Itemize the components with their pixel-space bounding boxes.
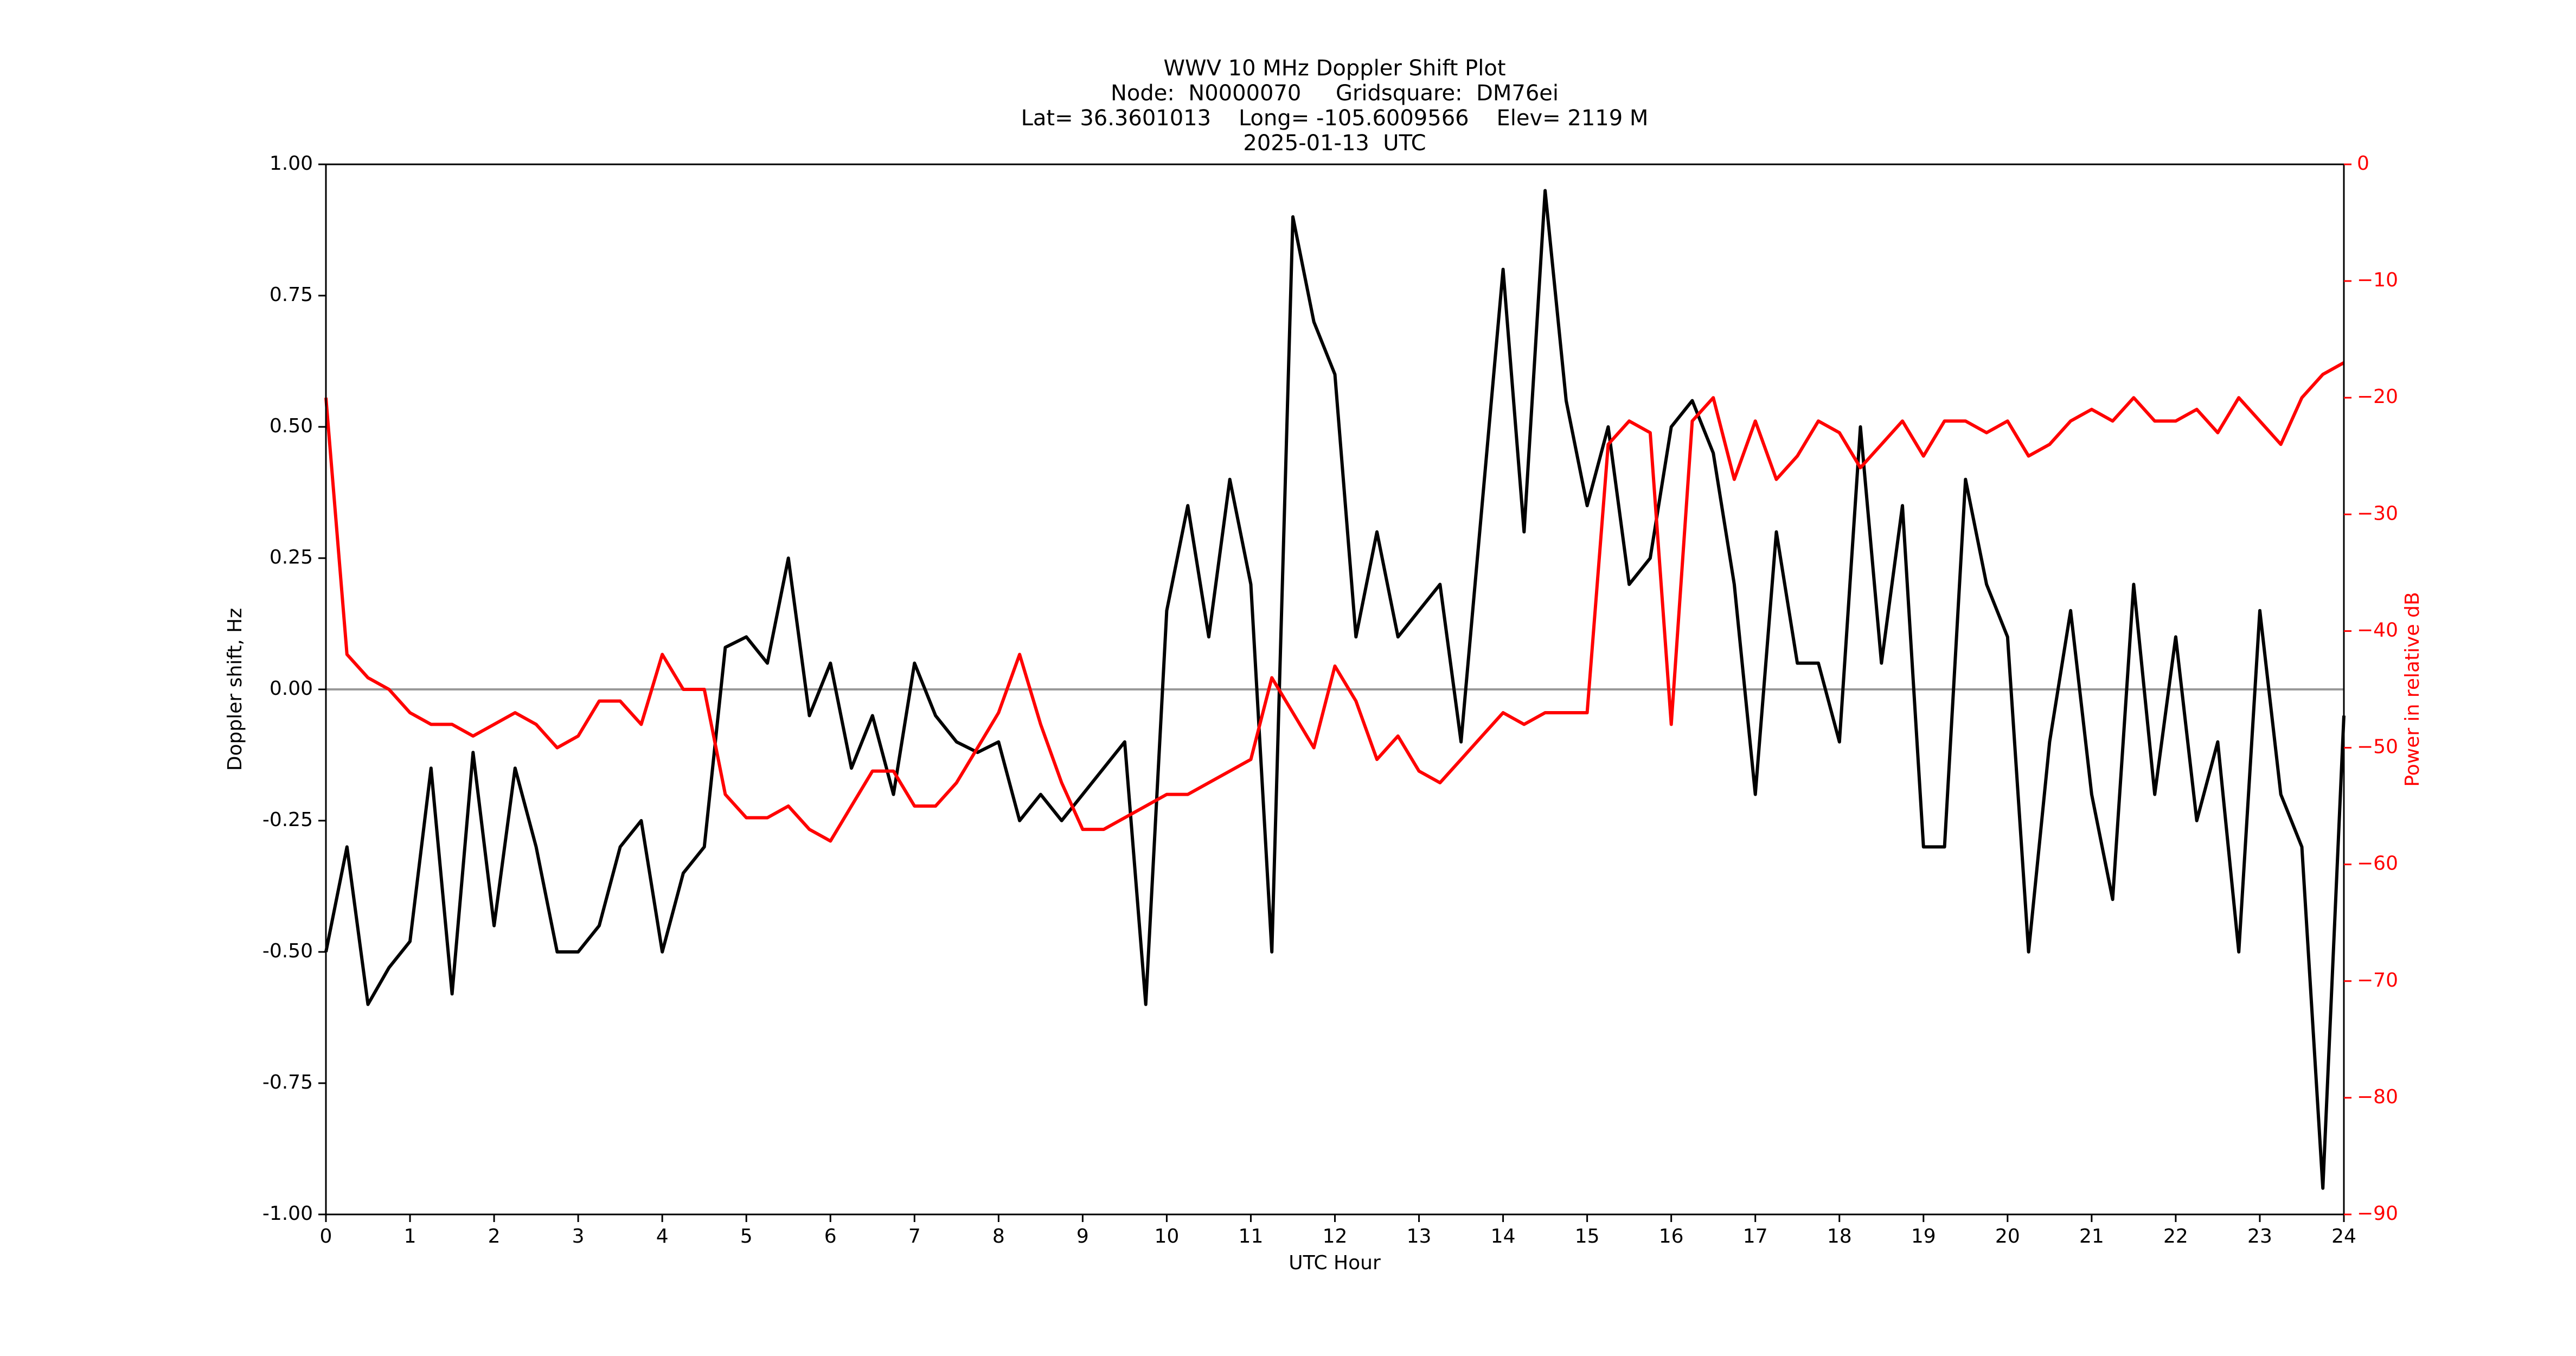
x-tick-label: 8	[992, 1225, 1005, 1248]
y2-tick-label: −40	[2357, 619, 2398, 641]
x-tick-label: 1	[404, 1225, 416, 1248]
y2-tick-label: −20	[2357, 386, 2398, 408]
x-tick-label: 18	[1827, 1225, 1852, 1248]
data-line	[324, 189, 2346, 1190]
x-tick-label: 7	[908, 1225, 921, 1248]
y2-tick-label: −50	[2357, 736, 2398, 758]
y-tick-label: -0.50	[262, 940, 313, 962]
y2-axis-label: Power in relative dB	[2401, 592, 2424, 786]
x-tick-label: 17	[1743, 1225, 1768, 1248]
x-tick-label: 20	[1995, 1225, 2020, 1248]
x-tick-label: 2	[488, 1225, 501, 1248]
x-tick-label: 11	[1239, 1225, 1264, 1248]
y2-tick-label: −30	[2357, 502, 2398, 525]
y-tick-label: -1.00	[262, 1203, 313, 1225]
x-tick-label: 19	[1911, 1225, 1936, 1248]
chart-subtitle: 2025-01-13 UTC	[1243, 131, 1426, 156]
x-tick-label: 22	[2163, 1225, 2188, 1248]
x-tick-label: 4	[656, 1225, 669, 1248]
y2-tick-label: −80	[2357, 1086, 2398, 1108]
x-tick-label: 23	[2247, 1225, 2272, 1248]
y2-tick-label: −70	[2357, 969, 2398, 992]
y-axis-label: Doppler shift, Hz	[224, 608, 246, 771]
x-tick-label: 21	[2079, 1225, 2104, 1248]
x-tick-label: 14	[1491, 1225, 1516, 1248]
x-tick-label: 24	[2331, 1225, 2356, 1248]
x-tick-label: 6	[824, 1225, 837, 1248]
x-tick-label: 5	[740, 1225, 753, 1248]
data-line	[324, 361, 2345, 843]
x-axis-label: UTC Hour	[1289, 1252, 1381, 1274]
chart-title: WWV 10 MHz Doppler Shift Plot	[1163, 56, 1505, 81]
x-tick-label: 0	[320, 1225, 332, 1248]
y2-tick-label: −60	[2357, 853, 2398, 875]
y-tick-label: -0.25	[262, 809, 313, 831]
x-tick-label: 3	[572, 1225, 585, 1248]
x-tick-label: 9	[1076, 1225, 1089, 1248]
y2-tick-label: 0	[2357, 152, 2369, 175]
y2-tick-label: −90	[2357, 1203, 2398, 1225]
y-tick-label: 0.00	[270, 677, 313, 700]
chart-subtitle: Lat= 36.3601013 Long= -105.6009566 Elev=…	[1021, 106, 1649, 131]
x-tick-label: 13	[1407, 1225, 1432, 1248]
y2-tick-label: −10	[2357, 269, 2398, 291]
y-tick-label: -0.75	[262, 1071, 313, 1093]
y-tick-label: 0.50	[270, 415, 313, 437]
y-tick-label: 1.00	[270, 152, 313, 175]
x-tick-label: 16	[1659, 1225, 1684, 1248]
y-tick-label: 0.75	[270, 284, 313, 306]
x-tick-label: 15	[1575, 1225, 1600, 1248]
y-tick-label: 0.25	[270, 546, 313, 568]
x-tick-label: 12	[1323, 1225, 1348, 1248]
x-tick-label: 10	[1155, 1225, 1180, 1248]
chart-subtitle: Node: N0000070 Gridsquare: DM76ei	[1111, 81, 1559, 106]
